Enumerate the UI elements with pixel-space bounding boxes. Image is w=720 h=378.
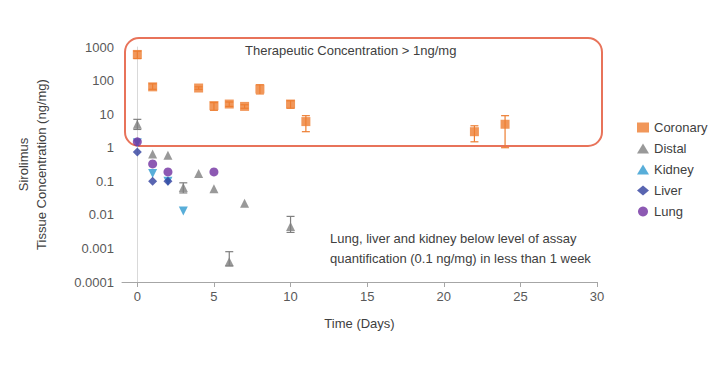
svg-text:25: 25 [513,289,527,304]
svg-text:1: 1 [107,140,114,155]
svg-text:Distal: Distal [654,141,687,156]
svg-text:0: 0 [134,289,141,304]
svg-text:0.001: 0.001 [81,241,114,256]
svg-text:10: 10 [100,107,114,122]
svg-text:30: 30 [590,289,604,304]
svg-text:Kidney: Kidney [654,162,694,177]
svg-text:10: 10 [283,289,297,304]
svg-text:5: 5 [210,289,217,304]
svg-text:20: 20 [437,289,451,304]
svg-text:Liver: Liver [654,183,683,198]
svg-text:Lung: Lung [654,204,683,219]
svg-text:Therapeutic Concentration > 1n: Therapeutic Concentration > 1ng/mg [245,43,456,58]
svg-text:0.01: 0.01 [89,207,114,222]
svg-text:100: 100 [92,73,114,88]
svg-text:0.0001: 0.0001 [74,275,114,290]
svg-text:Time (Days): Time (Days) [324,316,394,331]
svg-text:15: 15 [360,289,374,304]
svg-text:Coronary: Coronary [654,120,708,135]
svg-text:1000: 1000 [85,40,114,55]
svg-text:Lung, liver and kidney below l: Lung, liver and kidney below level of as… [330,231,577,246]
svg-text:quantification (0.1 ng/mg) in: quantification (0.1 ng/mg) in less than … [330,251,591,266]
svg-text:Sirolimus: Sirolimus [16,137,31,191]
svg-text:0.1: 0.1 [96,174,114,189]
svg-text:Tissue Concentration (ng/mg): Tissue Concentration (ng/mg) [34,79,49,250]
